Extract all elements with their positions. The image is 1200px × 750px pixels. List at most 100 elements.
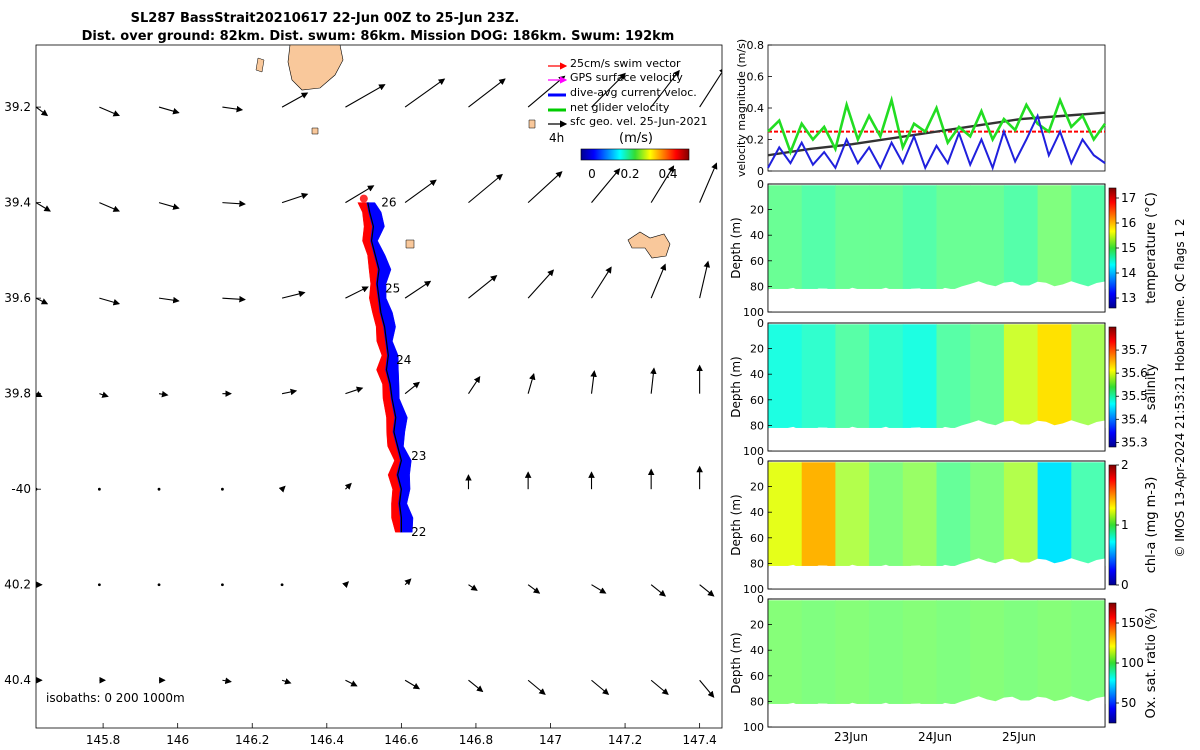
temperature-panel: Depth (m) temperature (°C) 0 20 40 60 80 100 1… bbox=[729, 178, 1159, 319]
legend-sfc-geo: sfc geo. vel. 25-Jun-2021 bbox=[570, 115, 707, 128]
depth-tick-label: 60 bbox=[750, 532, 764, 545]
section-cell bbox=[1071, 462, 1106, 566]
sfc-vector bbox=[468, 173, 503, 204]
section-cell bbox=[1003, 324, 1039, 428]
legend-net-glider: net glider velocity bbox=[570, 101, 670, 114]
depth-tick-label: 80 bbox=[750, 280, 764, 293]
chlorophyll-ylabel: Depth (m) bbox=[729, 494, 743, 555]
sfc-vector bbox=[99, 297, 121, 306]
land-islet bbox=[528, 119, 536, 129]
sfc-vector bbox=[158, 390, 169, 398]
sfc-vector bbox=[591, 266, 612, 299]
salinity-cblabel: salinity bbox=[1144, 363, 1159, 410]
map-ytick-label: 40.4 bbox=[4, 673, 31, 687]
section-cell bbox=[1071, 185, 1106, 289]
map-ytick-label: 39.2 bbox=[4, 100, 31, 114]
map-legend: 25cm/s swim vector GPS surface velocity … bbox=[548, 57, 707, 181]
sfc-vector bbox=[591, 584, 607, 594]
colorbar-tick-04: 0.4 bbox=[658, 167, 677, 181]
section-cell bbox=[835, 324, 870, 428]
sfc-vector bbox=[221, 487, 224, 491]
seafloor-mask bbox=[768, 558, 1105, 589]
sfc-vector bbox=[591, 168, 621, 203]
colorbar-tick-label: 0 bbox=[1121, 578, 1129, 592]
surface-vector-field bbox=[36, 66, 722, 698]
sfc-vector bbox=[281, 678, 292, 685]
sfc-vector bbox=[468, 78, 506, 108]
section-cell bbox=[801, 185, 836, 289]
track-end-marker bbox=[359, 194, 368, 203]
map-xtick-label: 146.6 bbox=[384, 733, 418, 747]
section-cell bbox=[902, 185, 937, 289]
land-islet bbox=[311, 127, 319, 135]
section-frame bbox=[767, 322, 1106, 452]
sfc-vector bbox=[281, 388, 298, 396]
map-ytick-label: 40.2 bbox=[4, 578, 31, 592]
map-xtick-label: 147 bbox=[539, 733, 562, 747]
colorbar-tick-02: 0.2 bbox=[620, 167, 639, 181]
title-line1: SL287 BassStrait20210617 22-Jun 00Z to 2… bbox=[131, 11, 520, 26]
map-ytick-label: 39.8 bbox=[4, 387, 31, 401]
sfc-vector bbox=[404, 179, 437, 204]
sfc-vector bbox=[281, 290, 306, 299]
temperature-ylabel: Depth (m) bbox=[729, 217, 743, 278]
sfc-vector bbox=[404, 578, 412, 586]
section-colorbar bbox=[1108, 464, 1117, 586]
sfc-vector bbox=[650, 584, 667, 597]
depth-tick-label: 80 bbox=[750, 557, 764, 570]
section-cell bbox=[835, 462, 870, 566]
colorbar-tick-label: 35.4 bbox=[1121, 412, 1148, 426]
depth-tick-label: 20 bbox=[750, 481, 764, 494]
sfc-vector bbox=[468, 584, 478, 591]
velocity-ytick-label: 0 bbox=[757, 165, 764, 178]
colorbar-tick-0: 0 bbox=[588, 167, 596, 181]
velocity-ytick-label: 0.8 bbox=[747, 39, 765, 52]
section-frame bbox=[767, 598, 1106, 728]
sfc-vector bbox=[97, 583, 101, 587]
depth-tick-label: 80 bbox=[750, 695, 764, 708]
date-tick-23jun: 23Jun bbox=[834, 730, 868, 744]
section-cell bbox=[768, 462, 803, 566]
sfc-vector bbox=[591, 72, 626, 108]
colorbar-tick-label: 17 bbox=[1121, 191, 1136, 205]
colorbar-tick-label: 1 bbox=[1121, 518, 1129, 532]
chlorophyll-panel: Depth (m) chl-a (mg m-3) 0 20 40 60 80 100 0 1 2 bbox=[729, 455, 1159, 596]
section-cell bbox=[801, 324, 836, 428]
section-cell bbox=[936, 324, 971, 428]
sfc-vector bbox=[527, 75, 566, 108]
section-cell bbox=[936, 462, 971, 566]
velocity-ticks: 0 0.2 0.4 0.6 0.8 bbox=[747, 39, 772, 178]
sfc-vector bbox=[699, 162, 718, 203]
sfc-vector bbox=[99, 202, 120, 212]
land-islet bbox=[405, 239, 415, 249]
section-cell bbox=[1037, 185, 1072, 289]
depth-tick-label: 60 bbox=[750, 394, 764, 407]
sfc-vector bbox=[650, 69, 680, 108]
sfc-vector bbox=[527, 679, 546, 695]
depth-tick-label: 60 bbox=[750, 255, 764, 268]
sfc-vector bbox=[345, 185, 375, 204]
legend-swim-vector: 25cm/s swim vector bbox=[570, 57, 681, 70]
colorbar-tick-label: 100 bbox=[1121, 656, 1144, 670]
section-cell bbox=[902, 600, 937, 704]
day-label: 23 bbox=[411, 449, 426, 463]
velocity-series-line bbox=[767, 113, 1106, 171]
section-cell bbox=[1003, 185, 1039, 289]
sfc-vector bbox=[222, 677, 232, 684]
sfc-vector bbox=[222, 105, 244, 113]
isobath-text: isobaths: 0 200 1000m bbox=[46, 691, 185, 705]
sfc-vector bbox=[650, 679, 669, 695]
sfc-vector bbox=[36, 391, 43, 397]
section-cell bbox=[768, 600, 803, 704]
sfc-vector bbox=[158, 106, 180, 115]
depth-tick-label: 80 bbox=[750, 419, 764, 432]
map-ytick-label: 39.4 bbox=[4, 196, 31, 210]
velocity-ytick-label: 0.2 bbox=[747, 134, 765, 147]
sfc-vector bbox=[36, 106, 49, 117]
sfc-vector bbox=[468, 275, 498, 299]
sfc-vector bbox=[278, 485, 286, 493]
colorbar-tick-label: 50 bbox=[1121, 696, 1136, 710]
depth-tick-label: 40 bbox=[750, 229, 764, 242]
map-xtick-label: 147.4 bbox=[682, 733, 716, 747]
